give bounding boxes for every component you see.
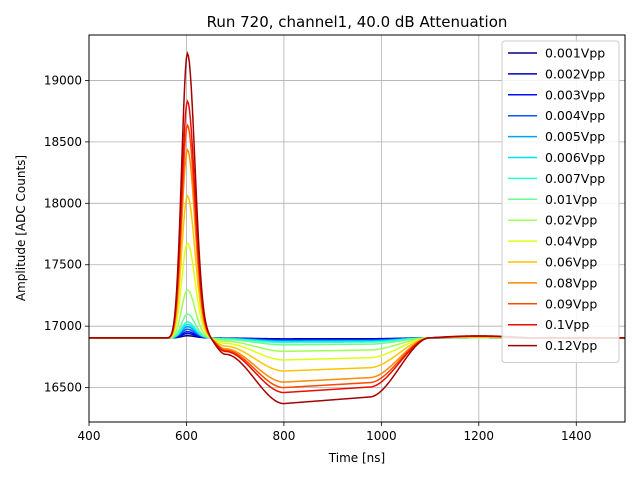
legend-label: 0.08Vpp [545, 275, 597, 290]
x-tick-label: 800 [272, 429, 295, 443]
legend-label: 0.004Vpp [545, 108, 605, 123]
plot-frame [88, 34, 626, 423]
y-tick-label: 17500 [44, 258, 82, 272]
x-tick-label: 1000 [366, 429, 397, 443]
y-tick-label: 17000 [44, 319, 82, 333]
y-tick-label: 16500 [44, 381, 82, 395]
legend-label: 0.005Vpp [545, 129, 605, 144]
legend-box [501, 40, 620, 363]
legend-label: 0.003Vpp [545, 87, 605, 102]
y-tick-label: 18500 [44, 135, 82, 149]
chart-title: Run 720, channel1, 40.0 dB Attenuation [207, 13, 508, 31]
legend-label: 0.007Vpp [545, 171, 605, 186]
legend-label: 0.02Vpp [545, 213, 597, 228]
legend-label: 0.002Vpp [545, 66, 605, 81]
legend-label: 0.001Vpp [545, 46, 605, 61]
legend-label: 0.12Vpp [545, 338, 597, 353]
legend: 0.001Vpp 0.002Vpp 0.003Vpp 0.004Vpp 0.005Vpp… [501, 40, 620, 363]
x-axis-label: Time [ns] [328, 451, 385, 465]
y-tick-label: 19000 [44, 73, 82, 87]
legend-label: 0.06Vpp [545, 255, 597, 270]
y-axis-label: Amplitude [ADC Counts] [14, 155, 28, 301]
legend-label: 0.01Vpp [545, 192, 597, 207]
legend-label: 0.04Vpp [545, 234, 597, 249]
legend-label: 0.006Vpp [545, 150, 605, 165]
x-tick-label: 600 [175, 429, 198, 443]
legend-label: 0.09Vpp [545, 296, 597, 311]
x-tick-label: 1400 [561, 429, 592, 443]
y-tick-label: 18000 [44, 196, 82, 210]
x-tick-label: 400 [78, 429, 101, 443]
axis-ticks: 400 600 800 1000 1200 1400 16500 17000 17500 1800… [44, 73, 592, 443]
legend-label: 0.1Vpp [545, 317, 589, 332]
x-tick-label: 1200 [464, 429, 495, 443]
